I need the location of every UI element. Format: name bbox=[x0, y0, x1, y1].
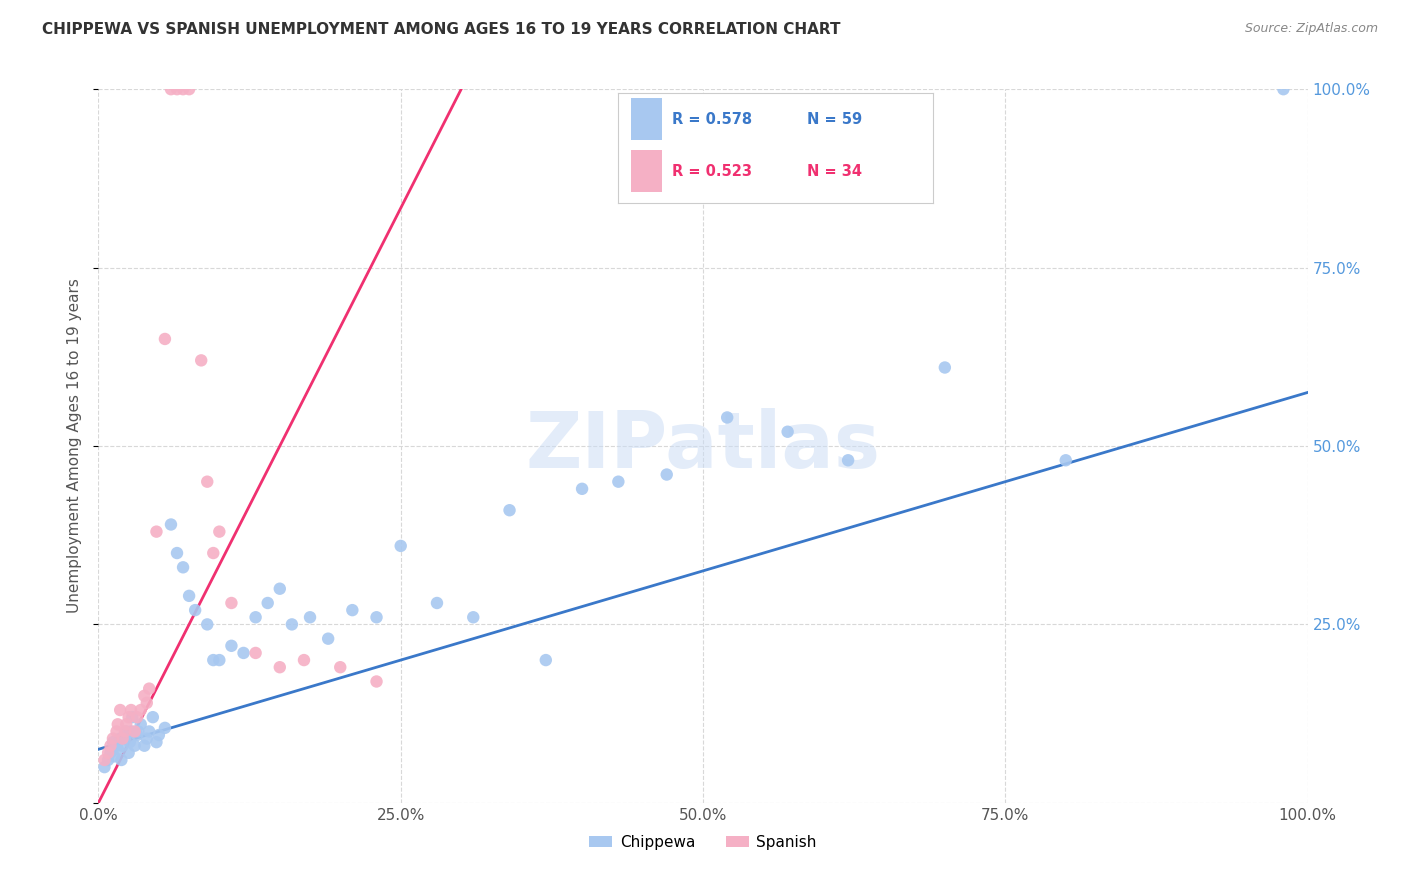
Point bbox=[110, 753, 132, 767]
Point bbox=[292, 653, 315, 667]
Point bbox=[115, 724, 138, 739]
Point bbox=[607, 475, 630, 489]
Point bbox=[166, 546, 188, 560]
Point bbox=[124, 739, 146, 753]
Point bbox=[138, 724, 160, 739]
Point bbox=[202, 653, 225, 667]
Point bbox=[776, 425, 799, 439]
Y-axis label: Unemployment Among Ages 16 to 19 years: Unemployment Among Ages 16 to 19 years bbox=[67, 278, 83, 614]
Point bbox=[366, 674, 388, 689]
Point bbox=[111, 731, 134, 746]
Point bbox=[571, 482, 593, 496]
Text: Source: ZipAtlas.com: Source: ZipAtlas.com bbox=[1244, 22, 1378, 36]
Point bbox=[716, 410, 738, 425]
Point bbox=[142, 710, 165, 724]
Point bbox=[108, 703, 131, 717]
Point bbox=[134, 689, 156, 703]
Point bbox=[655, 467, 678, 482]
Point bbox=[179, 589, 201, 603]
Point bbox=[160, 517, 183, 532]
Point bbox=[342, 603, 364, 617]
Point bbox=[134, 739, 156, 753]
Point bbox=[195, 475, 218, 489]
Point bbox=[121, 710, 143, 724]
Point bbox=[389, 539, 412, 553]
Point bbox=[179, 82, 201, 96]
Point bbox=[232, 646, 254, 660]
Point bbox=[107, 742, 129, 756]
Point bbox=[97, 746, 120, 760]
Point bbox=[463, 610, 485, 624]
Point bbox=[1054, 453, 1077, 467]
Point bbox=[135, 731, 157, 746]
Point bbox=[534, 653, 557, 667]
Point bbox=[103, 749, 125, 764]
Point bbox=[299, 610, 322, 624]
Point bbox=[208, 653, 231, 667]
Point bbox=[145, 524, 167, 539]
Point bbox=[366, 610, 388, 624]
Point bbox=[114, 731, 136, 746]
Point bbox=[114, 724, 136, 739]
Point bbox=[148, 728, 170, 742]
Point bbox=[145, 735, 167, 749]
Point bbox=[245, 646, 267, 660]
Point bbox=[118, 746, 141, 760]
Point bbox=[184, 603, 207, 617]
Point bbox=[837, 453, 859, 467]
Point bbox=[221, 596, 243, 610]
Point bbox=[93, 753, 115, 767]
Point bbox=[172, 82, 194, 96]
Point bbox=[166, 82, 188, 96]
Point bbox=[934, 360, 956, 375]
Point bbox=[101, 731, 124, 746]
Point bbox=[208, 524, 231, 539]
Point bbox=[107, 717, 129, 731]
Point bbox=[105, 739, 128, 753]
Point bbox=[190, 353, 212, 368]
Point bbox=[135, 696, 157, 710]
Point bbox=[108, 731, 131, 746]
Point bbox=[120, 724, 142, 739]
Point bbox=[120, 703, 142, 717]
Point bbox=[498, 503, 520, 517]
Point bbox=[127, 728, 149, 742]
Point bbox=[138, 681, 160, 696]
Point bbox=[269, 660, 291, 674]
Point bbox=[426, 596, 449, 610]
Text: CHIPPEWA VS SPANISH UNEMPLOYMENT AMONG AGES 16 TO 19 YEARS CORRELATION CHART: CHIPPEWA VS SPANISH UNEMPLOYMENT AMONG A… bbox=[42, 22, 841, 37]
Point bbox=[127, 710, 149, 724]
Point bbox=[129, 717, 152, 731]
Point bbox=[221, 639, 243, 653]
Point bbox=[153, 332, 176, 346]
Point bbox=[153, 721, 176, 735]
Point bbox=[316, 632, 339, 646]
Point bbox=[100, 746, 122, 760]
Point bbox=[100, 739, 122, 753]
Text: ZIPatlas: ZIPatlas bbox=[526, 408, 880, 484]
Point bbox=[111, 739, 134, 753]
Point bbox=[101, 735, 124, 749]
Point bbox=[93, 760, 115, 774]
Point bbox=[118, 735, 141, 749]
Point bbox=[281, 617, 304, 632]
Point bbox=[172, 560, 194, 574]
Point bbox=[105, 724, 128, 739]
Point bbox=[127, 724, 149, 739]
Point bbox=[160, 82, 183, 96]
Point bbox=[115, 717, 138, 731]
Point bbox=[124, 724, 146, 739]
Legend: Chippewa, Spanish: Chippewa, Spanish bbox=[583, 829, 823, 855]
Point bbox=[97, 753, 120, 767]
Point bbox=[195, 617, 218, 632]
Point bbox=[129, 703, 152, 717]
Point bbox=[256, 596, 278, 610]
Point bbox=[1272, 82, 1295, 96]
Point bbox=[245, 610, 267, 624]
Point bbox=[329, 660, 352, 674]
Point bbox=[202, 546, 225, 560]
Point bbox=[118, 710, 141, 724]
Point bbox=[269, 582, 291, 596]
